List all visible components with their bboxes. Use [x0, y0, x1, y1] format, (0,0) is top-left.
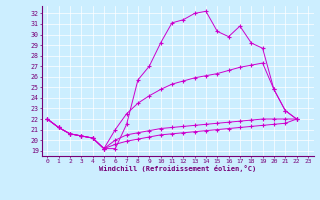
X-axis label: Windchill (Refroidissement éolien,°C): Windchill (Refroidissement éolien,°C) — [99, 165, 256, 172]
